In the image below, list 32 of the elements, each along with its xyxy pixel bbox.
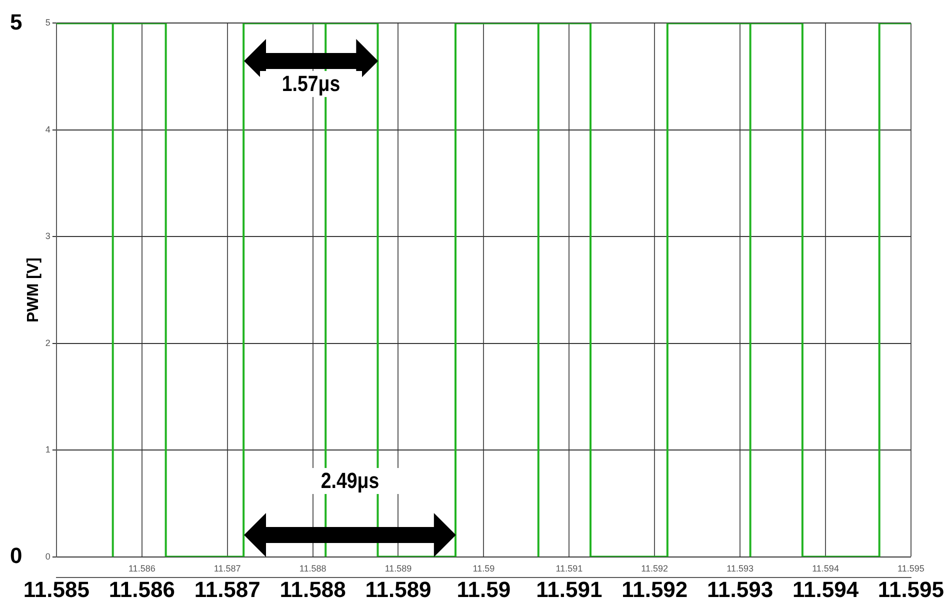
x2-tick-label: 11.591 <box>556 564 583 574</box>
x2-tick-label: 11.59 <box>472 564 495 574</box>
x2-tick-label: 11.594 <box>812 564 839 574</box>
y-tick-label: 2 <box>45 338 50 348</box>
x2-tick-label: 11.592 <box>641 564 668 574</box>
x2-tick-label: 11.589 <box>384 564 412 574</box>
y-tick-label: 3 <box>45 231 50 242</box>
x2-tick-label: 11.588 <box>299 564 326 574</box>
annotation: 1.57μs <box>260 70 362 97</box>
x-tick-label: 11.592 <box>622 576 688 602</box>
x2-tick-label: 11.586 <box>128 564 156 574</box>
y-tick-label: 1 <box>45 444 50 455</box>
x2-tick-label: 11.595 <box>898 564 924 574</box>
y2-tick-label: 5 <box>10 9 22 34</box>
x-tick-label: 11.588 <box>280 576 346 602</box>
x-tick-label: 11.593 <box>707 576 774 602</box>
y-tick-label: 5 <box>45 18 50 28</box>
y-tick-label: 0 <box>45 551 50 562</box>
x-tick-label: 11.591 <box>536 576 602 602</box>
x2-tick-label: 11.587 <box>214 564 241 574</box>
x-tick-label: 11.589 <box>365 576 432 602</box>
annotation: 2.49μs <box>298 468 401 494</box>
x2-tick-label: 11.593 <box>726 564 754 574</box>
x-tick-label: 11.594 <box>792 576 860 602</box>
y-tick-label: 4 <box>45 124 50 134</box>
x-tick-label: 11.59 <box>456 576 511 602</box>
x-tick-label: 11.587 <box>194 576 260 602</box>
y-axis-title: PWM [V] <box>25 258 42 322</box>
x-tick-label: 11.585 <box>23 576 90 602</box>
x-tick-label: 11.595 <box>878 576 944 602</box>
y2-tick-label: 0 <box>10 542 22 568</box>
x-tick-label: 11.586 <box>108 576 175 602</box>
